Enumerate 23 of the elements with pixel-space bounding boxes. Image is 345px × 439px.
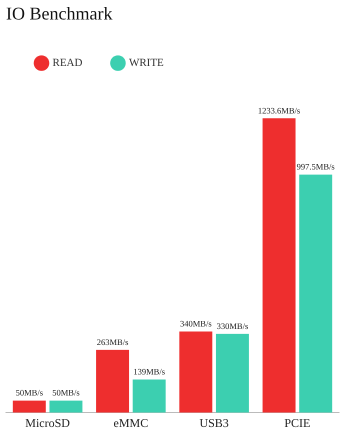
bar: [96, 350, 130, 413]
legend-label: WRITE: [128, 56, 164, 69]
bar: [299, 174, 332, 413]
data-label: 139MB/s: [133, 366, 166, 376]
data-label: 340MB/s: [180, 318, 212, 328]
data-label: 1233.6MB/s: [258, 105, 300, 116]
data-label: 330MB/s: [216, 320, 248, 331]
bar: [216, 334, 249, 413]
x-tick-label: eMMC: [114, 416, 148, 430]
x-tick-label: MicroSD: [25, 416, 70, 430]
bar: [179, 331, 212, 413]
data-label: 50MB/s: [52, 388, 80, 398]
x-tick-label: PCIE: [284, 416, 310, 430]
chart-title: IO Benchmark: [6, 4, 112, 24]
bar: [132, 379, 166, 413]
data-label: 263MB/s: [96, 336, 128, 347]
data-label: 997.5MB/s: [296, 162, 335, 172]
bar: [262, 118, 296, 413]
data-label: 50MB/s: [16, 388, 44, 398]
legend-label: READ: [52, 56, 82, 69]
bar: [49, 400, 82, 413]
x-tick-label: USB3: [199, 416, 229, 430]
bar: [12, 400, 46, 413]
